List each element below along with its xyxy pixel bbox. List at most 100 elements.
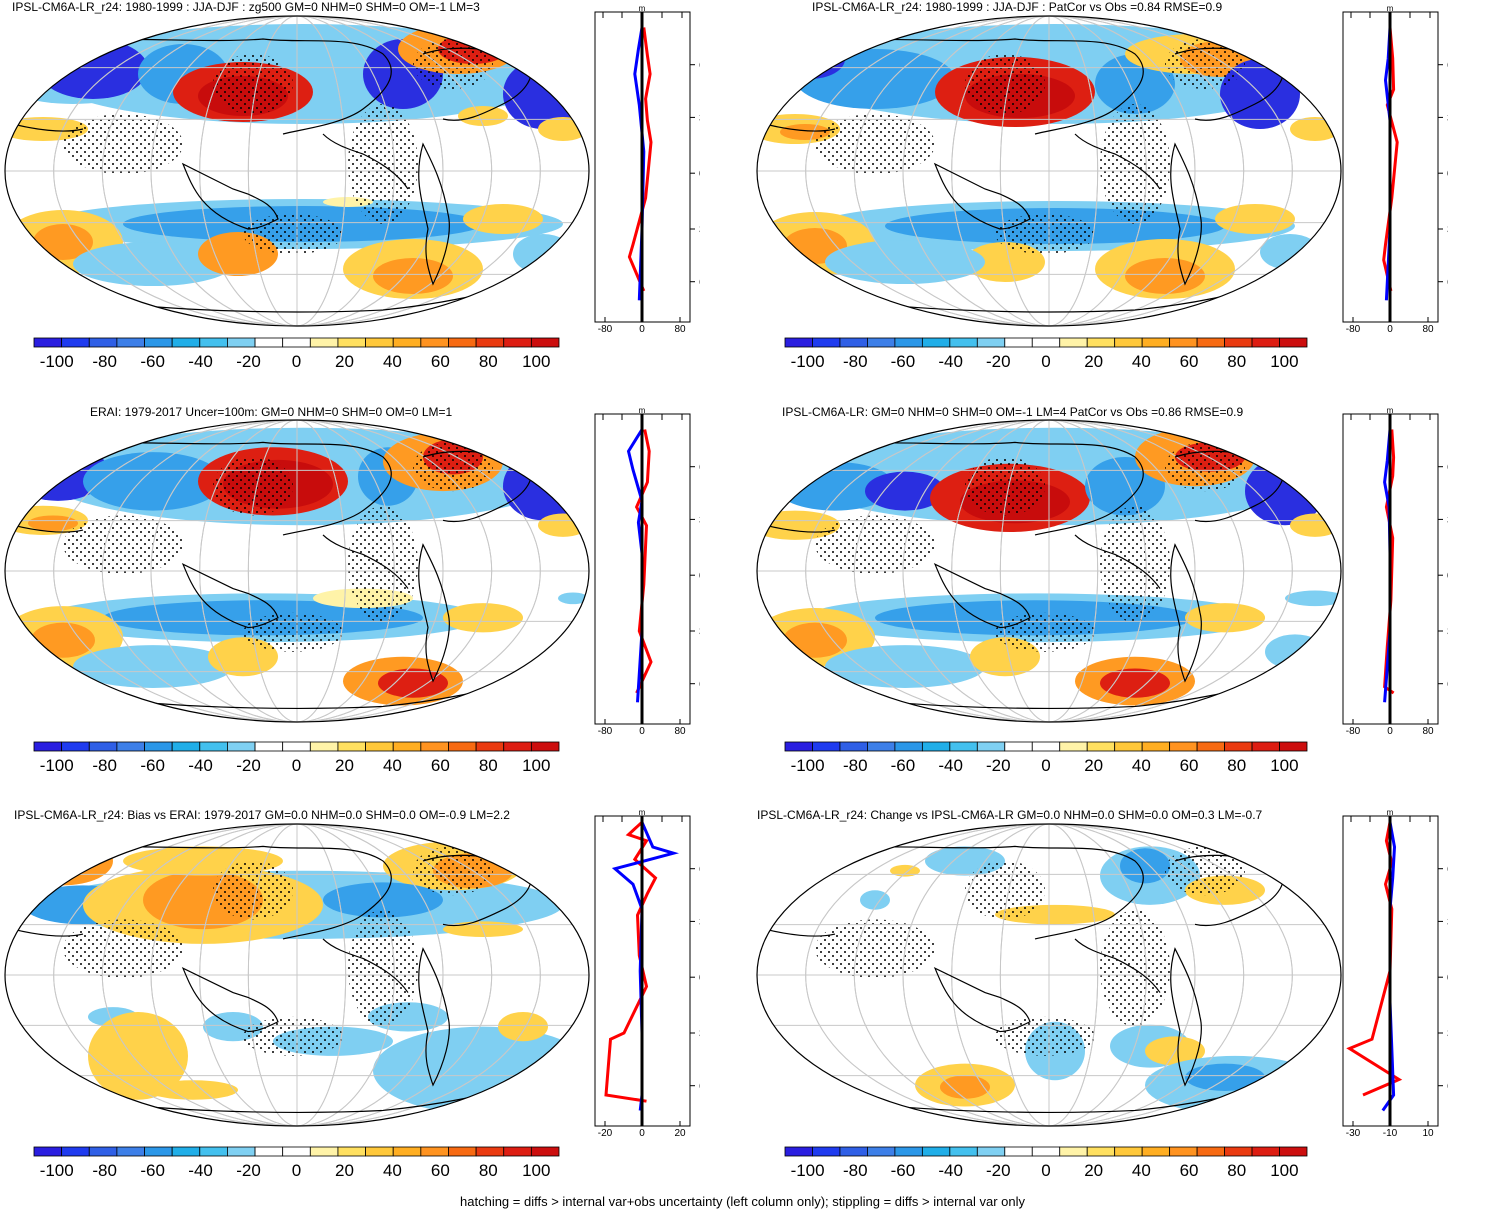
- colorbar-swatch: [116, 337, 145, 348]
- colorbar-swatch: [1114, 337, 1143, 348]
- colorbar-label: 0: [1041, 1161, 1051, 1180]
- stippling: [965, 860, 1045, 920]
- colorbar-label: 40: [1131, 756, 1151, 775]
- colorbar-label: 80: [1227, 1161, 1247, 1180]
- colorbar-label: -100: [790, 756, 825, 775]
- colorbar-swatch: [337, 1146, 366, 1157]
- colorbar-swatch: [812, 337, 841, 348]
- stippling: [965, 54, 1045, 114]
- anomaly-contour: [323, 882, 443, 918]
- colorbar-swatch: [921, 337, 951, 348]
- colorbar-swatch: [1251, 1146, 1280, 1157]
- colorbar-swatch: [1031, 741, 1061, 752]
- colorbar-label: 60: [430, 352, 450, 371]
- coastline: [322, 938, 409, 993]
- meridian-gridline: [902, 824, 1196, 1126]
- colorbar-4: [784, 741, 1308, 752]
- colorbar-swatch: [227, 337, 256, 348]
- colorbar-label: -40: [938, 352, 963, 371]
- colorbar-swatch: [448, 741, 477, 752]
- colorbar-swatch: [894, 337, 923, 348]
- colorbar-swatch: [784, 1146, 813, 1157]
- colorbar-label: -40: [938, 1161, 963, 1180]
- meridian-gridline: [951, 420, 1147, 722]
- x-tick-label: -80: [598, 324, 613, 334]
- colorbar-label: 20: [334, 1161, 354, 1180]
- colorbar-swatch: [171, 337, 201, 348]
- stippling: [63, 515, 183, 574]
- meridian-gridline: [247, 16, 347, 326]
- meridian-gridline: [150, 420, 444, 722]
- colorbar-label: -40: [938, 756, 963, 775]
- colorbar-label: 100: [1270, 1161, 1299, 1180]
- anomaly-contour: [775, 39, 845, 79]
- colorbar-swatch: [365, 1146, 394, 1157]
- anomaly-contour: [33, 224, 93, 260]
- panel-title-3: ERAI: 1979-2017 Uncer=100m: GM=0 NHM=0 S…: [90, 405, 453, 419]
- colorbar-swatch: [839, 1146, 868, 1157]
- panel-title-2: IPSL-CM6A-LR_r24: 1980-1999 : JJA-DJF : …: [812, 0, 1223, 14]
- stippling: [243, 214, 343, 254]
- x-tick-label: -80: [598, 726, 613, 736]
- colorbar-swatch: [1224, 741, 1253, 752]
- colorbar-label: -80: [842, 1161, 868, 1180]
- coastline: [764, 123, 836, 132]
- panel-title-4: IPSL-CM6A-LR: GM=0 NHM=0 SHM=0 OM=-1 LM=…: [782, 405, 1244, 419]
- colorbar-swatch: [921, 1146, 951, 1157]
- map-panel-6: [756, 823, 1342, 1127]
- meridian-gridline: [150, 16, 444, 326]
- x-tick-label: 0: [639, 324, 645, 334]
- colorbar-label: -80: [92, 352, 117, 371]
- stippling: [995, 612, 1095, 652]
- stippling: [815, 515, 935, 574]
- colorbar-swatch: [61, 1146, 90, 1157]
- colorbar-swatch: [33, 337, 63, 348]
- profile-red-line: [1382, 27, 1399, 292]
- map-border: [4, 823, 590, 1127]
- colorbar-swatch: [475, 337, 505, 348]
- anomaly-contour: [1215, 204, 1295, 234]
- colorbar-swatch: [61, 337, 90, 348]
- map-panel-2: [756, 15, 1342, 327]
- x-tick-label: 80: [1422, 324, 1434, 334]
- colorbar-label: -20: [986, 756, 1011, 775]
- meridian-gridline: [999, 824, 1099, 1126]
- colorbar-swatch: [365, 337, 394, 348]
- colorbar-swatch: [1059, 1146, 1088, 1157]
- colorbar-label: 0: [291, 756, 302, 775]
- coastline: [933, 562, 1031, 629]
- stippling: [213, 860, 293, 920]
- meridian-gridline: [805, 16, 1293, 326]
- colorbar-label: 80: [478, 352, 498, 371]
- meridian-gridline: [199, 16, 395, 326]
- colorbar-swatch: [1004, 1146, 1033, 1157]
- colorbar-swatch: [1169, 1146, 1198, 1157]
- x-tick-label: 0: [1387, 324, 1393, 334]
- colorbar-swatch: [1196, 1146, 1225, 1157]
- lat-tick-label: 60S: [699, 1081, 700, 1093]
- stippling: [63, 919, 183, 978]
- footer-note: hatching = diffs > internal var+obs unce…: [460, 1194, 1025, 1209]
- meridian-gridline: [199, 824, 395, 1126]
- colorbar-label: 80: [478, 1161, 498, 1180]
- colorbar-label: -60: [890, 756, 916, 775]
- colorbar-label: 40: [382, 1161, 402, 1180]
- colorbar-label: 20: [334, 756, 354, 775]
- anomaly-contour: [83, 452, 223, 511]
- colorbar-label: -40: [188, 1161, 213, 1180]
- colorbar-swatch: [254, 337, 284, 348]
- profile-unit: m: [639, 4, 646, 13]
- panel-title-5: IPSL-CM6A-LR_r24: Bias vs ERAI: 1979-201…: [14, 808, 510, 822]
- colorbar-labels-1: -100 -80 -60 -40 -20 0 20 40 60 80 100: [33, 352, 560, 374]
- anomaly-contour: [458, 106, 508, 126]
- map-border: [756, 419, 1342, 723]
- stippling: [995, 1016, 1095, 1056]
- profile-blue-line: [626, 428, 644, 703]
- colorbar-swatch: [144, 1146, 173, 1157]
- meridian-gridline: [853, 824, 1245, 1126]
- colorbar-label: -80: [92, 1161, 117, 1180]
- lat-tick-label: 60N: [1447, 60, 1448, 72]
- colorbar-label: 100: [1270, 352, 1299, 371]
- colorbar-label: -100: [790, 352, 825, 371]
- profile-red-line: [627, 27, 653, 292]
